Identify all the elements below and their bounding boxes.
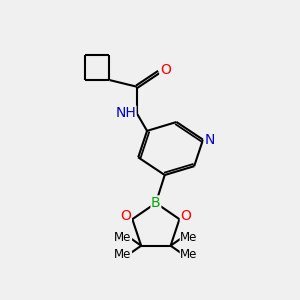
Text: Me: Me	[114, 231, 131, 244]
Text: O: O	[181, 209, 191, 223]
Text: N: N	[204, 133, 215, 147]
Text: Me: Me	[180, 231, 198, 244]
Text: Me: Me	[180, 248, 198, 261]
Text: O: O	[120, 209, 131, 223]
Text: O: O	[160, 64, 171, 77]
Text: Me: Me	[114, 248, 131, 261]
Text: B: B	[151, 196, 161, 210]
Text: NH: NH	[115, 106, 136, 120]
